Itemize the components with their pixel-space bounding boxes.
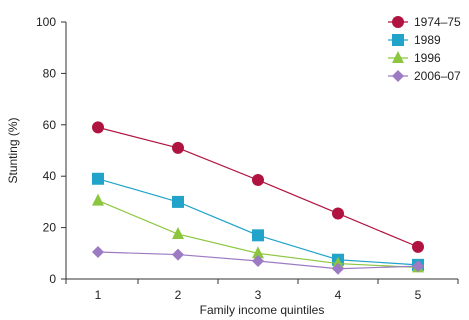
x-tick-label: 1 — [95, 288, 102, 302]
legend-marker — [392, 34, 404, 46]
y-tick-label: 60 — [43, 118, 57, 132]
x-tick-label: 3 — [255, 288, 262, 302]
legend-item: 1996 — [388, 51, 441, 65]
y-tick-label: 20 — [43, 221, 57, 235]
data-point — [252, 174, 264, 187]
legend-marker — [392, 16, 404, 28]
series-0 — [92, 121, 424, 253]
x-tick-label: 5 — [415, 288, 422, 302]
series-3 — [92, 246, 424, 275]
axes: 0 20 40 60 80 100 1 2 3 4 5 — [36, 15, 459, 302]
y-tick-label: 40 — [43, 169, 57, 183]
data-point — [252, 246, 264, 259]
legend-item: 2006–07 — [388, 69, 461, 83]
legend-label: 1989 — [414, 33, 441, 47]
y-axis-title: Stunting (%) — [6, 117, 20, 183]
data-point — [172, 141, 184, 154]
data-point — [332, 207, 344, 220]
x-tick-label: 2 — [175, 288, 182, 302]
data-point — [92, 246, 104, 259]
data-point — [172, 195, 184, 208]
data-point — [172, 227, 184, 240]
legend-label: 1974–75 — [414, 15, 461, 29]
legend: 1974–75 1989 1996 2006–07 — [388, 15, 461, 83]
data-point — [92, 172, 104, 185]
legend-marker — [392, 70, 404, 82]
data-point — [92, 121, 104, 134]
data-point — [172, 248, 184, 261]
series-line — [97, 126, 419, 248]
data-point — [92, 193, 104, 206]
data-point — [332, 262, 344, 275]
y-tick-label: 100 — [36, 15, 56, 29]
data-point — [412, 260, 424, 273]
series-2 — [92, 193, 424, 273]
legend-label: 1996 — [414, 51, 441, 65]
data-point — [252, 255, 264, 268]
x-tick-label: 4 — [335, 288, 342, 302]
legend-item: 1974–75 — [388, 15, 461, 29]
legend-item: 1989 — [388, 33, 441, 47]
legend-label: 2006–07 — [414, 69, 461, 83]
x-axis-title: Family income quintiles — [200, 303, 325, 317]
data-point — [412, 240, 424, 253]
y-tick-label: 80 — [43, 66, 57, 80]
legend-marker — [392, 51, 404, 63]
data-point — [332, 256, 344, 269]
y-tick-label: 0 — [49, 272, 56, 286]
data-point — [252, 229, 264, 242]
series-layer — [92, 121, 424, 275]
